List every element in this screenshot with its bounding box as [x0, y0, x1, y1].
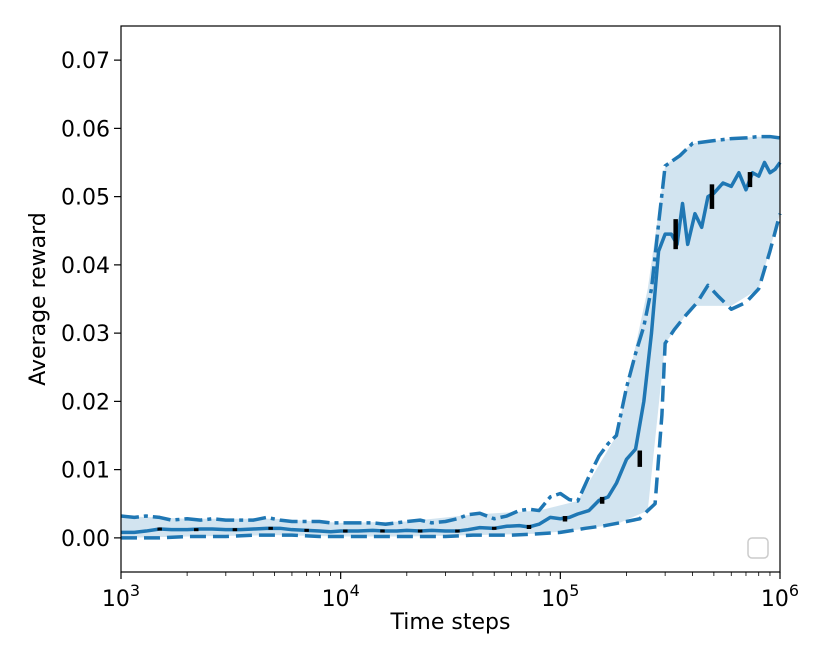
y-tick-label: 0.06: [61, 117, 110, 142]
y-axis-ticks: 0.00 0.01 0.02 0.03 0.04 0.05 0.06 0.07: [61, 49, 121, 552]
x-axis-label: Time steps: [390, 610, 511, 635]
x-tick-exponent: 4: [350, 581, 360, 600]
y-tick-label: 0.01: [61, 459, 110, 484]
x-tick-exponent: 5: [569, 581, 579, 600]
legend-box: [747, 537, 769, 559]
series-line-dashed: [121, 213, 782, 540]
series-line-dashdot: [120, 134, 781, 526]
y-tick-label: 0.04: [61, 254, 110, 279]
x-tick-exponent: 6: [789, 581, 799, 600]
y-tick-label: 0.03: [61, 322, 110, 347]
errorbar-layer: [157, 172, 753, 533]
series-layer: [120, 134, 782, 540]
y-axis-label: Average reward: [26, 212, 51, 386]
y-tick-label: 0.02: [61, 390, 110, 415]
y-tick-label: 0.05: [61, 186, 110, 211]
x-tick-exponent: 3: [130, 581, 140, 600]
plot-frame: [120, 25, 781, 573]
y-tick-label: 0.07: [61, 49, 110, 74]
series-line-solid: [121, 160, 782, 535]
y-tick-label: 0.00: [61, 527, 110, 552]
x-axis-ticks: 103 104 105 106: [102, 572, 799, 612]
plot-area: [121, 26, 780, 572]
